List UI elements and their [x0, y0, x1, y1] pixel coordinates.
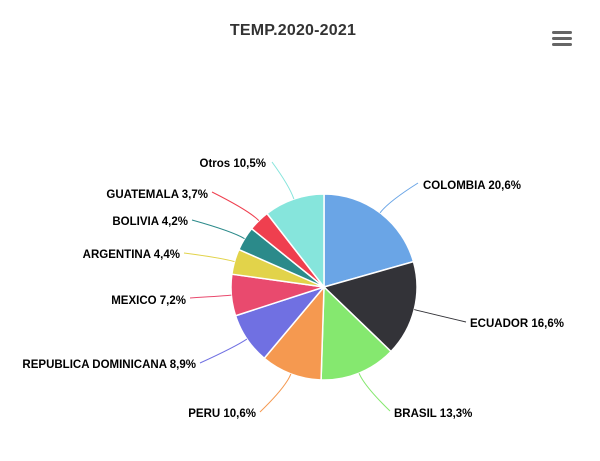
menu-bar-bottom	[552, 43, 572, 46]
slice-label-otros: Otros 10,5%	[200, 158, 266, 170]
connector-guatemala	[211, 191, 260, 221]
chart-title: TEMP.2020-2021	[229, 22, 357, 39]
connector-brasil	[358, 372, 391, 412]
label-connectors	[183, 161, 467, 413]
slice-label-bolivia: BOLIVIA 4,2%	[112, 216, 188, 228]
slice-label-republica-dominicana: REPUBLICA DOMINICANA 8,9%	[22, 359, 196, 371]
slice-label-colombia: COLOMBIA 20,6%	[423, 180, 521, 192]
connector-mexico	[189, 294, 232, 299]
pie-slices	[230, 193, 418, 381]
connector-ecuador	[414, 309, 467, 323]
connector-argentina	[183, 252, 235, 263]
slice-label-mexico: MEXICO 7,2%	[111, 295, 186, 307]
menu-bar-middle	[552, 37, 572, 40]
slice-label-guatemala: GUATEMALA 3,7%	[106, 189, 208, 201]
connector-colombia	[379, 182, 419, 214]
connector-republica-dominicana	[199, 338, 248, 364]
slice-label-argentina: ARGENTINA 4,4%	[83, 249, 180, 261]
pie-slice-colombia[interactable]	[323, 193, 415, 288]
slice-label-ecuador: ECUADOR 16,6%	[470, 318, 564, 330]
hamburger-menu-icon[interactable]	[546, 26, 576, 52]
connector-peru	[259, 373, 292, 413]
slice-label-peru: PERU 10,6%	[188, 408, 256, 420]
slice-labels: COLOMBIA 20,6% ECUADOR 16,6% BRASIL 13,3% P…	[22, 158, 564, 420]
slice-label-brasil: BRASIL 13,3%	[394, 408, 472, 420]
pie-slice-ecuador[interactable]	[323, 260, 418, 353]
pie-slice-otros[interactable]	[266, 193, 325, 288]
menu-bar-top	[552, 31, 572, 34]
connector-otros	[271, 161, 295, 200]
connector-bolivia	[191, 219, 245, 240]
